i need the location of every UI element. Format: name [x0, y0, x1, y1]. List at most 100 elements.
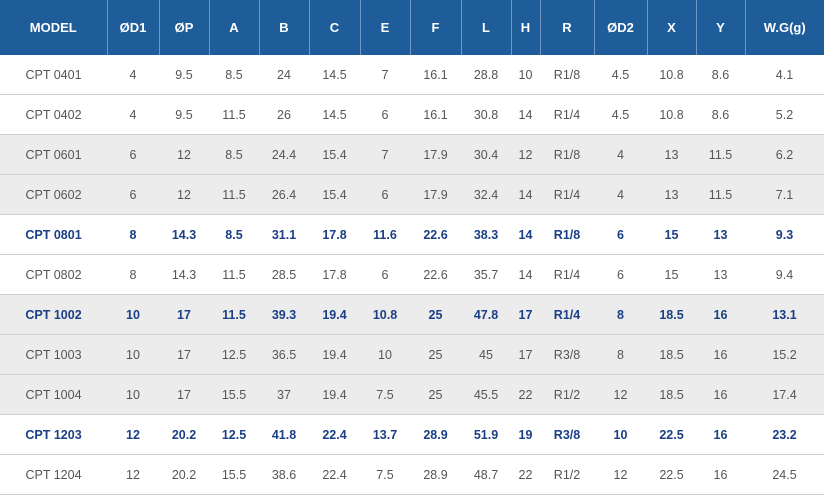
- table-row: CPT 0602 6 12 11.5 26.4 15.4 6 17.9 32.4 14 R1/4 4 1…: [0, 174, 824, 215]
- table-row: CPT 0401 4 9.5 8.5 24 14.5 7 16.1 28.8 10 R1/8 4.5 1…: [0, 55, 824, 95]
- table-cell: 16: [696, 454, 745, 495]
- table-cell: R1/8: [540, 134, 594, 175]
- col-header-p: ØP: [159, 0, 210, 55]
- table-cell: 14.3: [159, 214, 209, 255]
- col-header-l: L: [461, 0, 512, 55]
- table-cell: 6: [107, 174, 159, 215]
- table-cell: 16.1: [410, 55, 461, 95]
- table-cell: 37: [259, 374, 309, 415]
- table-cell: 19: [511, 414, 540, 455]
- table-cell: 13: [696, 254, 745, 295]
- table-cell: 4: [107, 55, 159, 95]
- table-cell: 15.4: [309, 174, 360, 215]
- table-cell: 18.5: [647, 374, 696, 415]
- table-cell: 22.6: [410, 254, 461, 295]
- table-row: CPT 1204 12 20.2 15.5 38.6 22.4 7.5 28.9 48.7 22 R…: [0, 454, 824, 495]
- table-cell: 10: [360, 334, 410, 375]
- table-cell: 16: [696, 334, 745, 375]
- col-header-b: B: [259, 0, 310, 55]
- table-cell: 24.4: [259, 134, 309, 175]
- col-header-d1: ØD1: [107, 0, 160, 55]
- table-cell: 22.5: [647, 414, 696, 455]
- table-cell: 28.8: [461, 55, 511, 95]
- table-cell: 10: [107, 294, 159, 335]
- table-cell: 24: [259, 55, 309, 95]
- table-cell: 17: [159, 374, 209, 415]
- table-row: CPT 1002 10 17 11.5 39.3 19.4 10.8 25 47.8 17 R1/4…: [0, 294, 824, 335]
- table-cell: 15.5: [209, 454, 259, 495]
- model-cell: CPT 0401: [0, 55, 107, 95]
- table-cell: 6: [594, 214, 647, 255]
- table-cell: 17: [511, 294, 540, 335]
- table-cell: 15.2: [745, 334, 824, 375]
- table-cell: 22.4: [309, 414, 360, 455]
- col-header-h: H: [511, 0, 541, 55]
- table-cell: 10: [594, 414, 647, 455]
- model-cell: CPT 1004: [0, 374, 107, 415]
- table-cell: 8: [594, 294, 647, 335]
- table-cell: R1/4: [540, 174, 594, 215]
- table-cell: 20.2: [159, 454, 209, 495]
- table-cell: 38.6: [259, 454, 309, 495]
- table-cell: 16.1: [410, 94, 461, 135]
- table-cell: 11.5: [209, 94, 259, 135]
- table-cell: 45.5: [461, 374, 511, 415]
- table-cell: R1/4: [540, 94, 594, 135]
- table-cell: 6: [360, 174, 410, 215]
- table-cell: 23.2: [745, 414, 824, 455]
- table-cell: 17.8: [309, 214, 360, 255]
- col-header-c: C: [309, 0, 361, 55]
- table-cell: 7.5: [360, 374, 410, 415]
- table-cell: 11.5: [209, 294, 259, 335]
- table-cell: 19.4: [309, 294, 360, 335]
- table-cell: 19.4: [309, 334, 360, 375]
- table-cell: 11.5: [696, 174, 745, 215]
- col-header-a: A: [209, 0, 260, 55]
- table-cell: 4.1: [745, 55, 824, 95]
- table-cell: 13: [696, 214, 745, 255]
- table-cell: 17: [159, 334, 209, 375]
- table-cell: 8.5: [209, 214, 259, 255]
- table-cell: 14: [511, 94, 540, 135]
- table-cell: 36.5: [259, 334, 309, 375]
- model-cell: CPT 1002: [0, 294, 107, 335]
- table-cell: 22: [511, 374, 540, 415]
- table-cell: 24.5: [745, 454, 824, 495]
- table-cell: 17.8: [309, 254, 360, 295]
- table-cell: 22.6: [410, 214, 461, 255]
- table-cell: 15: [647, 254, 696, 295]
- table-cell: 6: [594, 254, 647, 295]
- table-cell: 15.5: [209, 374, 259, 415]
- table-cell: 13.7: [360, 414, 410, 455]
- col-header-model: MODEL: [0, 0, 108, 55]
- table-cell: 18.5: [647, 294, 696, 335]
- table-cell: 28.9: [410, 414, 461, 455]
- table-cell: 16: [696, 294, 745, 335]
- table-cell: 14: [511, 214, 540, 255]
- table-cell: 28.9: [410, 454, 461, 495]
- table-cell: R1/4: [540, 254, 594, 295]
- table-row: CPT 1004 10 17 15.5 37 19.4 7.5 25 45.5 22 R1/2 12 1…: [0, 374, 824, 415]
- table-cell: 35.7: [461, 254, 511, 295]
- table-cell: R1/4: [540, 294, 594, 335]
- table-cell: 14.3: [159, 254, 209, 295]
- table-cell: 12.5: [209, 334, 259, 375]
- table-cell: 45: [461, 334, 511, 375]
- table-cell: 48.7: [461, 454, 511, 495]
- table-cell: 31.1: [259, 214, 309, 255]
- table-cell: 7.1: [745, 174, 824, 215]
- table-cell: 22.4: [309, 454, 360, 495]
- table-cell: 12: [107, 454, 159, 495]
- table-cell: 9.3: [745, 214, 824, 255]
- table-cell: 4.5: [594, 94, 647, 135]
- model-cell: CPT 1203: [0, 414, 107, 455]
- table-cell: 15.4: [309, 134, 360, 175]
- table-cell: 22: [511, 454, 540, 495]
- table-cell: 4: [107, 94, 159, 135]
- table-cell: 38.3: [461, 214, 511, 255]
- table-cell: 20.2: [159, 414, 209, 455]
- table-cell: 8: [107, 254, 159, 295]
- table-row: CPT 0801 8 14.3 8.5 31.1 17.8 11.6 22.6 38.3 14 R1…: [0, 214, 824, 255]
- table-cell: 6: [107, 134, 159, 175]
